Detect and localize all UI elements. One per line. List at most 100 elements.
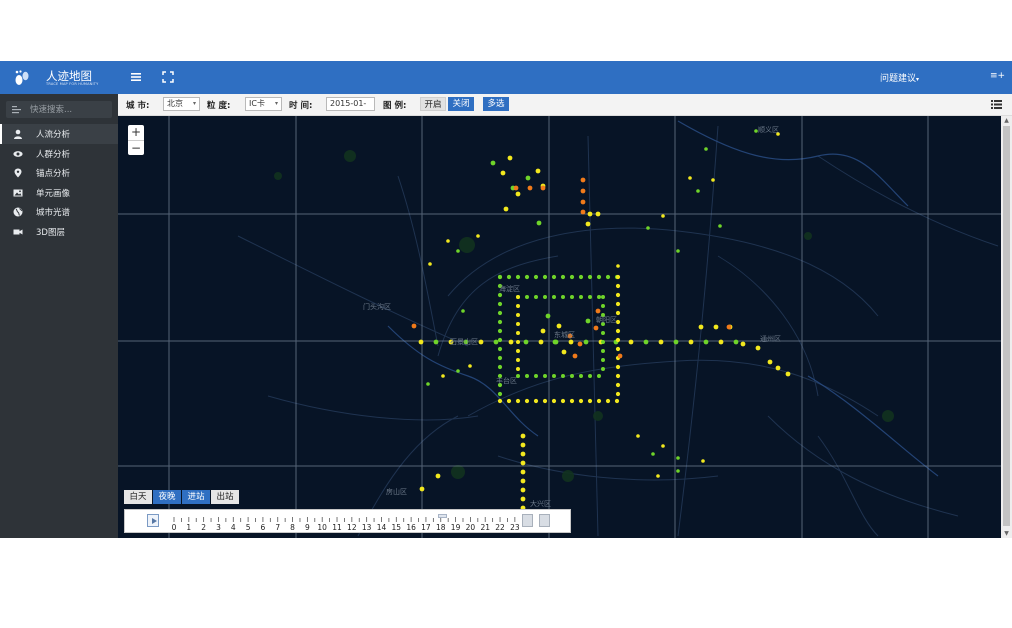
fullscreen-icon[interactable] <box>161 70 175 84</box>
timeline-handle[interactable] <box>438 514 447 518</box>
flow-dot <box>588 295 592 299</box>
flow-dot <box>615 382 621 388</box>
eye-icon <box>13 150 23 157</box>
hour-label[interactable]: 18 <box>435 523 446 532</box>
hour-label[interactable]: 0 <box>171 523 177 532</box>
hour-label[interactable]: 8 <box>290 523 295 532</box>
sidebar-item-flow-analysis[interactable]: 人流分析 <box>0 124 118 144</box>
legend-on-button[interactable]: 开启 <box>420 97 446 111</box>
flow-dot <box>703 339 709 345</box>
hour-label[interactable]: 4 <box>230 523 236 532</box>
flow-dot <box>503 206 509 212</box>
user-add-icon[interactable]: ≡+ <box>990 71 1006 81</box>
sidebar-item-3d-layer[interactable]: 3D图层 <box>0 222 118 242</box>
flow-dot <box>497 373 503 379</box>
flow-dot <box>523 339 529 345</box>
hour-label[interactable]: 22 <box>495 523 505 532</box>
hour-label[interactable]: 2 <box>201 523 207 532</box>
hour-label[interactable]: 3 <box>216 523 221 532</box>
legend-off-button[interactable]: 关闭 <box>448 97 474 111</box>
flow-dot <box>767 359 773 365</box>
flow-dot <box>601 331 605 335</box>
flow-dot <box>676 456 680 460</box>
flow-dot <box>478 339 484 345</box>
flow-dot <box>525 175 531 181</box>
flow-dot <box>578 398 584 404</box>
flow-dot <box>497 364 503 370</box>
list-icon[interactable] <box>991 99 1002 110</box>
hour-label[interactable]: 9 <box>304 523 310 532</box>
flow-dot <box>520 451 526 457</box>
sidebar-item-unit-portrait[interactable]: 单元画像 <box>0 183 118 203</box>
granularity-select[interactable]: IC卡 ▾ <box>245 97 282 111</box>
hour-label[interactable]: 21 <box>480 523 490 532</box>
flow-dot <box>524 398 530 404</box>
river-lines <box>387 120 939 477</box>
hour-label[interactable]: 14 <box>376 523 387 532</box>
hour-label[interactable]: 10 <box>317 523 327 532</box>
sidebar: 人流分析 人群分析 锚点分析 单元画像 城市光谱 3D图层 <box>0 94 118 538</box>
sidebar-item-crowd-analysis[interactable]: 人群分析 <box>0 144 118 164</box>
city-select[interactable]: 北京 ▾ <box>163 97 200 111</box>
hour-label[interactable]: 19 <box>450 523 461 532</box>
play-button[interactable] <box>147 514 159 527</box>
scrollbar-thumb[interactable] <box>1003 126 1010 526</box>
sidebar-item-city-spectrum[interactable]: 城市光谱 <box>0 202 118 222</box>
scroll-up-arrow[interactable]: ▲ <box>1004 117 1009 124</box>
zoom-control: + − <box>128 125 144 155</box>
flow-dot <box>605 398 611 404</box>
search-input[interactable] <box>30 103 108 116</box>
timeline-ticks <box>173 517 516 522</box>
step-back-button[interactable] <box>522 514 533 527</box>
tab-outbound[interactable]: 出站 <box>211 490 239 504</box>
flow-dot <box>497 382 503 388</box>
flow-dot <box>426 382 430 386</box>
hour-label[interactable]: 16 <box>406 523 416 532</box>
flow-dot <box>540 185 546 191</box>
flow-dot <box>448 339 454 345</box>
tab-daytime[interactable]: 白天 <box>124 490 152 504</box>
flow-dot <box>628 339 634 345</box>
hour-label[interactable]: 20 <box>465 523 476 532</box>
time-input[interactable]: 2015-01- <box>326 97 375 111</box>
flow-dot <box>636 434 640 438</box>
flow-dot <box>497 337 503 343</box>
flow-dot <box>596 398 602 404</box>
map-label: 朝阳区 <box>596 316 617 324</box>
feedback-menu[interactable]: 问题建议▾ <box>880 71 919 84</box>
flow-dot <box>540 328 546 334</box>
flow-dot <box>561 374 565 378</box>
flow-dot <box>615 391 621 397</box>
hour-label[interactable]: 6 <box>260 523 266 532</box>
flow-dot <box>515 274 521 280</box>
vertical-scrollbar[interactable]: ▲ ▼ <box>1001 116 1012 538</box>
flow-dot <box>580 199 586 205</box>
hour-label[interactable]: 11 <box>332 523 342 532</box>
flow-dot <box>542 398 548 404</box>
map-view[interactable]: + − 门头沟区 通州区 石景山区 海淀区 丰台区 东城区 朝阳区 房山区 大兴… <box>118 116 1001 538</box>
hour-label[interactable]: 1 <box>186 523 192 532</box>
zoom-out-button[interactable]: − <box>128 140 144 155</box>
zoom-in-button[interactable]: + <box>130 125 142 139</box>
step-forward-button[interactable] <box>539 514 550 527</box>
hour-label[interactable]: 12 <box>347 523 357 532</box>
time-label: 时 间: <box>289 101 313 111</box>
map-label: 海淀区 <box>499 285 520 293</box>
flow-dot <box>579 374 583 378</box>
hour-label[interactable]: 15 <box>391 523 402 532</box>
menu-toggle-icon[interactable] <box>129 70 143 84</box>
hour-label[interactable]: 7 <box>275 523 281 532</box>
tab-inbound[interactable]: 进站 <box>182 490 210 504</box>
flow-dot <box>520 496 526 502</box>
flow-dot <box>776 132 780 136</box>
flow-dot <box>461 309 465 313</box>
hour-label[interactable]: 23 <box>510 523 520 532</box>
sidebar-item-anchor-analysis[interactable]: 锚点分析 <box>0 163 118 183</box>
flow-dot <box>536 220 542 226</box>
hour-label[interactable]: 17 <box>421 523 431 532</box>
hour-label[interactable]: 13 <box>361 523 372 532</box>
scroll-down-arrow[interactable]: ▼ <box>1004 530 1009 537</box>
multiselect-button[interactable]: 多选 <box>483 97 509 111</box>
hour-label[interactable]: 5 <box>245 523 251 532</box>
tab-night[interactable]: 夜晚 <box>153 490 181 504</box>
